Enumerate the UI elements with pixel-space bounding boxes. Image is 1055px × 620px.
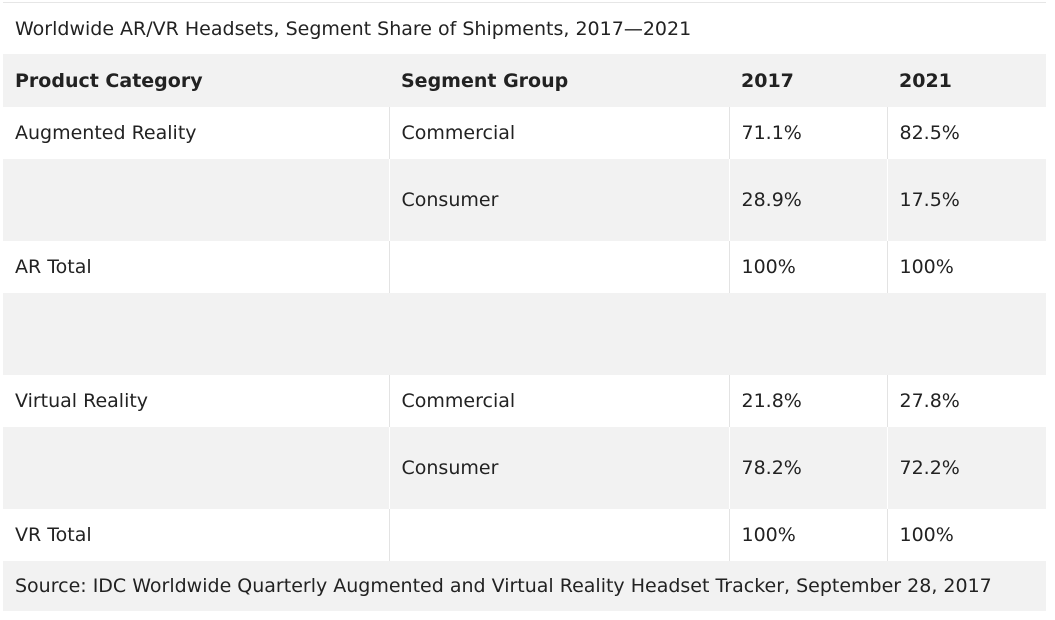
table-cell-segment-group — [388, 241, 729, 293]
table-cell-product-category: Virtual Reality — [3, 375, 389, 427]
table-cell-2017: 71.1% — [728, 107, 887, 159]
table-cell-2017: 100% — [728, 241, 887, 293]
table-cell-2017: 28.9% — [728, 159, 887, 241]
table-cell-product-category: Augmented Reality — [3, 107, 389, 159]
table-cell-2021: 100% — [886, 241, 1047, 293]
table-cell-product-category — [3, 159, 389, 241]
table-cell-product-category: VR Total — [3, 509, 389, 561]
table-row: VR Total 100% 100% — [3, 509, 1047, 561]
table-row: Virtual Reality Commercial 21.8% 27.8% — [3, 375, 1047, 427]
table-cell-2017: 78.2% — [728, 427, 887, 509]
table-cell-2021: 27.8% — [886, 375, 1047, 427]
table-header-row: Product Category Segment Group 2017 2021 — [3, 54, 1047, 107]
table-cell-2017: 100% — [728, 509, 887, 561]
shipment-share-table-container: Worldwide AR/VR Headsets, Segment Share … — [3, 2, 1047, 612]
table-cell-segment-group: Consumer — [388, 427, 729, 509]
table-row-spacer — [3, 293, 1047, 375]
table-row: Consumer 28.9% 17.5% — [3, 159, 1047, 241]
source-note: Source: IDC Worldwide Quarterly Augmente… — [3, 561, 1047, 611]
column-header-segment-group: Segment Group — [389, 54, 729, 107]
table-cell-2021 — [887, 293, 1047, 375]
table-row: Consumer 78.2% 72.2% — [3, 427, 1047, 509]
table-cell-product-category — [3, 427, 389, 509]
table-row: AR Total 100% 100% — [3, 241, 1047, 293]
table-cell-product-category: AR Total — [3, 241, 389, 293]
column-header-2017: 2017 — [729, 54, 887, 107]
table-cell-segment-group: Commercial — [388, 375, 729, 427]
table-cell-product-category — [3, 293, 389, 375]
table-cell-2021: 100% — [886, 509, 1047, 561]
table-cell-2021: 82.5% — [886, 107, 1047, 159]
column-header-2021: 2021 — [887, 54, 1047, 107]
table-cell-segment-group: Consumer — [388, 159, 729, 241]
table-cell-2021: 17.5% — [886, 159, 1047, 241]
column-header-product-category: Product Category — [3, 54, 389, 107]
table-cell-segment-group: Commercial — [388, 107, 729, 159]
table-cell-segment-group — [389, 293, 729, 375]
table-cell-2021: 72.2% — [886, 427, 1047, 509]
table-source-row: Source: IDC Worldwide Quarterly Augmente… — [3, 561, 1047, 611]
table-row: Augmented Reality Commercial 71.1% 82.5% — [3, 107, 1047, 159]
table-title-row: Worldwide AR/VR Headsets, Segment Share … — [3, 2, 1047, 54]
table-title: Worldwide AR/VR Headsets, Segment Share … — [3, 2, 1047, 54]
table-cell-segment-group — [388, 509, 729, 561]
table-cell-2017 — [729, 293, 887, 375]
table-cell-2017: 21.8% — [728, 375, 887, 427]
shipment-share-table: Worldwide AR/VR Headsets, Segment Share … — [3, 2, 1047, 611]
